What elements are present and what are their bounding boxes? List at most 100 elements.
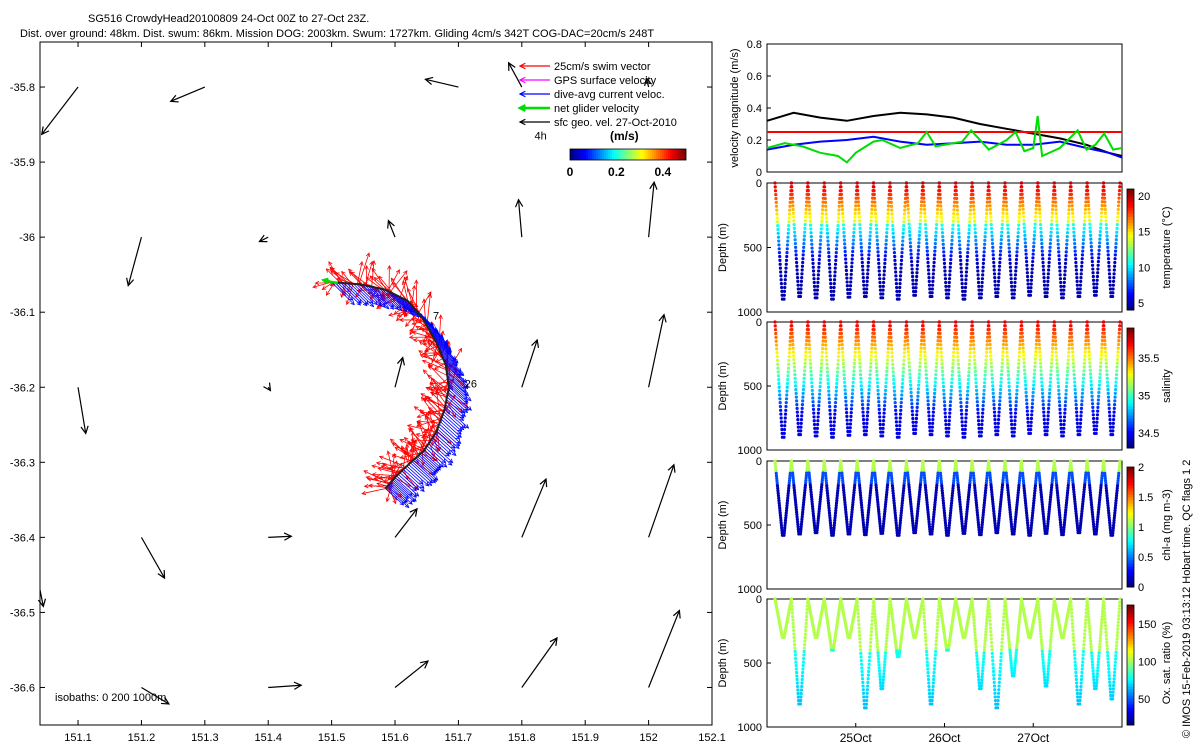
profile-point xyxy=(901,366,906,370)
profile-point xyxy=(905,196,910,200)
profile-point xyxy=(782,297,786,301)
profile-point xyxy=(889,200,893,204)
swim-vector-shaft xyxy=(391,277,407,301)
profile-point xyxy=(865,283,869,287)
swim-vector-head xyxy=(419,353,425,359)
profile-point xyxy=(877,265,881,269)
profile-point xyxy=(914,289,918,294)
profile-point xyxy=(1096,259,1100,264)
swim-vector-shaft xyxy=(429,442,435,457)
swim-vector-head xyxy=(411,318,416,323)
profile-point xyxy=(883,396,887,400)
profile-point xyxy=(1000,490,1004,494)
profile-point xyxy=(787,358,791,362)
profile-point xyxy=(808,219,812,223)
profile-point xyxy=(948,403,952,408)
profile-point xyxy=(851,388,855,392)
profile-point xyxy=(815,292,819,296)
profile-point xyxy=(881,288,885,292)
profile-point xyxy=(980,520,985,524)
current-vector xyxy=(444,406,470,429)
profile-point xyxy=(990,230,994,234)
profile-point xyxy=(832,420,836,424)
profile-point xyxy=(894,516,898,520)
profile-point xyxy=(952,204,956,208)
profile-point xyxy=(803,361,807,365)
profile-point xyxy=(1066,215,1071,220)
profile-point xyxy=(1041,406,1046,410)
current-vector-head xyxy=(432,477,438,482)
profile-point xyxy=(1083,346,1088,350)
profile-point xyxy=(1075,414,1079,418)
profile-point xyxy=(816,521,820,525)
profile-ytick-label: 0 xyxy=(756,456,762,468)
swim-vector-head xyxy=(387,264,392,270)
profile-point xyxy=(1004,192,1008,197)
profile-point xyxy=(923,350,927,354)
current-vector-head xyxy=(448,458,454,464)
current-vector-head xyxy=(428,478,434,484)
profile-point xyxy=(865,425,869,429)
profile-point xyxy=(963,526,967,531)
profile-point xyxy=(872,469,877,473)
profile-point xyxy=(1106,245,1110,249)
profile-point xyxy=(959,258,963,262)
profile-point xyxy=(956,358,960,362)
profile-point xyxy=(1018,471,1022,475)
swim-vector-shaft xyxy=(390,453,395,483)
profile-point xyxy=(1053,339,1058,343)
profile-point xyxy=(1098,372,1102,376)
profile-point xyxy=(985,343,989,347)
legend-label: sfc geo. vel. 27-Oct-2010 xyxy=(554,117,677,129)
profile-point xyxy=(828,278,833,282)
profile-point xyxy=(956,223,961,228)
profile-point xyxy=(970,459,974,463)
profile-point xyxy=(939,474,943,478)
profile-point xyxy=(949,392,953,396)
profile-point xyxy=(948,273,952,277)
current-vector-shaft xyxy=(385,488,404,506)
profile-point xyxy=(877,273,882,277)
profile-point xyxy=(854,204,858,208)
colorbar-tick-label: 34.5 xyxy=(1138,428,1159,440)
current-vector-head xyxy=(408,500,413,505)
profile-point xyxy=(872,464,876,468)
swim-vector xyxy=(378,275,394,294)
profile-point xyxy=(1009,280,1014,285)
profile-point xyxy=(854,200,858,204)
profile-point xyxy=(936,204,940,208)
profile-point xyxy=(804,215,808,219)
profile-point xyxy=(972,343,976,347)
profile-point xyxy=(874,483,878,487)
profile-point xyxy=(987,331,991,335)
profile-point xyxy=(823,331,827,336)
profile-point xyxy=(949,250,953,254)
profile-point xyxy=(958,381,962,386)
profile-point xyxy=(866,272,870,276)
profile-point xyxy=(846,426,850,430)
profile-point xyxy=(964,412,968,416)
profile-point xyxy=(1105,230,1109,234)
profile-point xyxy=(862,287,866,291)
profile-point xyxy=(1096,263,1100,267)
profile-point xyxy=(1040,387,1044,392)
profile-point xyxy=(839,189,843,193)
velocity-series-line xyxy=(766,115,1123,164)
profile-point xyxy=(1064,388,1068,392)
swim-vector-head xyxy=(341,270,346,276)
profile-point xyxy=(992,514,996,518)
profile-point xyxy=(1067,346,1071,351)
colorbar-label: temperature (°C) xyxy=(1161,206,1173,288)
profile-point xyxy=(1036,324,1040,328)
profile-point xyxy=(940,362,944,366)
profile-point xyxy=(823,196,827,201)
profile-point xyxy=(862,525,866,529)
profile-point xyxy=(864,429,869,433)
profile-point xyxy=(1099,226,1103,230)
profile-point xyxy=(982,246,986,250)
profile-point xyxy=(916,256,920,260)
profile-point xyxy=(1055,219,1059,223)
profile-point xyxy=(1096,271,1100,275)
profile-point xyxy=(905,327,909,332)
profile-point xyxy=(1022,361,1026,365)
